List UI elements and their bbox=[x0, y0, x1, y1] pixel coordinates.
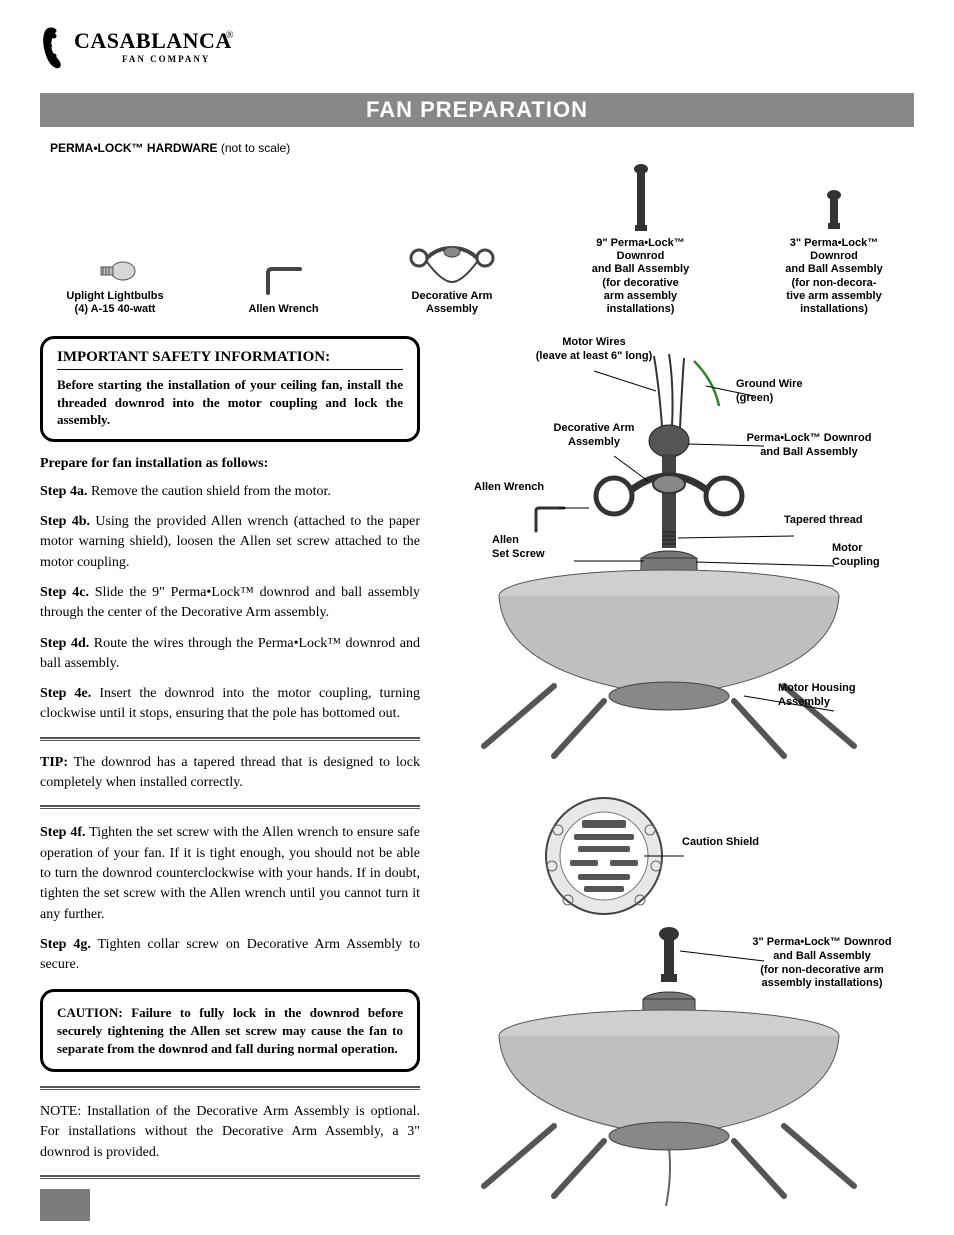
downrod-9-icon bbox=[571, 163, 711, 233]
divider bbox=[40, 737, 420, 741]
caution-body: CAUTION: Failure to fully lock in the do… bbox=[57, 1004, 403, 1057]
downrod-3-icon bbox=[764, 189, 904, 233]
hw-label: 3" Perma•Lock™ bbox=[764, 237, 904, 250]
hardware-item-lightbulb: Uplight Lightbulbs (4) A-15 40-watt bbox=[50, 234, 180, 316]
step-label: Step 4a. bbox=[40, 484, 87, 499]
hardware-header-note: (not to scale) bbox=[218, 141, 291, 155]
hw-label: Downrod bbox=[571, 250, 711, 263]
step-text: Remove the caution shield from the motor… bbox=[87, 484, 330, 499]
logo-sub: FAN COMPANY bbox=[122, 54, 210, 64]
step-text: Tighten the set screw with the Allen wre… bbox=[40, 825, 420, 921]
step-text: Insert the downrod into the motor coupli… bbox=[40, 686, 420, 721]
hardware-item-allen-wrench: Allen Wrench bbox=[234, 247, 334, 316]
step-label: Step 4g. bbox=[40, 937, 91, 952]
step-4g: Step 4g. Tighten collar screw on Decorat… bbox=[40, 935, 420, 976]
step-4f: Step 4f. Tighten the set screw with the … bbox=[40, 823, 420, 924]
safety-body: Before starting the installation of your… bbox=[57, 376, 403, 429]
hw-label: installations) bbox=[571, 303, 711, 316]
hw-label: Allen Wrench bbox=[234, 303, 334, 316]
assembly-diagram bbox=[444, 336, 904, 1216]
label-caution-shield: Caution Shield bbox=[682, 836, 802, 850]
hw-label: and Ball Assembly bbox=[764, 263, 904, 276]
section-title-bar: FAN PREPARATION bbox=[40, 93, 914, 127]
caution-label: CAUTION: bbox=[57, 1005, 123, 1020]
hw-label: and Ball Assembly bbox=[571, 263, 711, 276]
label-motor-wires: Motor Wires (leave at least 6" long) bbox=[514, 336, 674, 364]
label-downrod-3: 3" Perma•Lock™ Downrod and Ball Assembly… bbox=[732, 936, 912, 991]
hw-label: 9" Perma•Lock™ bbox=[571, 237, 711, 250]
step-text: Using the provided Allen wrench (attache… bbox=[40, 514, 420, 570]
company-logo: CASABLANCA ® FAN COMPANY bbox=[40, 20, 914, 81]
step-4e: Step 4e. Insert the downrod into the mot… bbox=[40, 684, 420, 725]
label-decorative-arm: Decorative Arm Assembly bbox=[534, 422, 654, 450]
hw-label: Uplight Lightbulbs bbox=[50, 290, 180, 303]
hardware-item-downrod-3: 3" Perma•Lock™ Downrod and Ball Assembly… bbox=[764, 189, 904, 316]
divider bbox=[40, 805, 420, 809]
allen-wrench-icon bbox=[234, 247, 334, 297]
hw-label: Assembly bbox=[387, 303, 517, 316]
tip-text: The downrod has a tapered thread that is… bbox=[40, 755, 420, 790]
hw-label: (4) A-15 40-watt bbox=[50, 303, 180, 316]
step-text: Slide the 9" Perma•Lock™ downrod and bal… bbox=[40, 585, 420, 620]
step-label: Step 4e. bbox=[40, 686, 91, 701]
hardware-header-bold: PERMA•LOCK™ HARDWARE bbox=[50, 141, 218, 155]
hw-label: (for decorative bbox=[571, 277, 711, 290]
tip-label: TIP: bbox=[40, 755, 68, 770]
step-label: Step 4d. bbox=[40, 636, 89, 651]
step-text: Tighten collar screw on Decorative Arm A… bbox=[40, 937, 420, 972]
hw-label: (for non-decora- bbox=[764, 277, 904, 290]
svg-text:®: ® bbox=[226, 30, 234, 41]
main-columns: IMPORTANT SAFETY INFORMATION: Before sta… bbox=[40, 336, 914, 1221]
safety-box: IMPORTANT SAFETY INFORMATION: Before sta… bbox=[40, 336, 420, 442]
step-label: Step 4b. bbox=[40, 514, 90, 529]
hw-label: arm assembly bbox=[571, 290, 711, 303]
hardware-row: Uplight Lightbulbs (4) A-15 40-watt Alle… bbox=[40, 163, 914, 316]
hw-label: installations) bbox=[764, 303, 904, 316]
lightbulb-icon bbox=[50, 234, 180, 284]
divider bbox=[40, 1086, 420, 1090]
step-label: Step 4f. bbox=[40, 825, 86, 840]
caution-box: CAUTION: Failure to fully lock in the do… bbox=[40, 989, 420, 1072]
label-motor-housing: Motor Housing Assembly bbox=[778, 682, 908, 710]
hardware-header: PERMA•LOCK™ HARDWARE (not to scale) bbox=[50, 141, 914, 155]
tip-block: TIP: The downrod has a tapered thread th… bbox=[40, 753, 420, 794]
left-column: IMPORTANT SAFETY INFORMATION: Before sta… bbox=[40, 336, 420, 1221]
divider bbox=[40, 1175, 420, 1179]
step-4b: Step 4b. Using the provided Allen wrench… bbox=[40, 512, 420, 573]
safety-title: IMPORTANT SAFETY INFORMATION: bbox=[57, 349, 403, 370]
label-tapered-thread: Tapered thread bbox=[784, 514, 904, 528]
hw-label: Downrod bbox=[764, 250, 904, 263]
step-label: Step 4c. bbox=[40, 585, 89, 600]
page-corner bbox=[40, 1189, 90, 1221]
prepare-header: Prepare for fan installation as follows: bbox=[40, 456, 420, 472]
logo-name: CASABLANCA bbox=[74, 28, 232, 53]
label-allen-wrench: Allen Wrench bbox=[474, 481, 574, 495]
hardware-item-decorative-arm: Decorative Arm Assembly bbox=[387, 234, 517, 316]
step-4c: Step 4c. Slide the 9" Perma•Lock™ downro… bbox=[40, 583, 420, 624]
hw-label: Decorative Arm bbox=[387, 290, 517, 303]
label-permalock-downrod: Perma•Lock™ Downrod and Ball Assembly bbox=[724, 432, 894, 460]
step-text: Route the wires through the Perma•Lock™ … bbox=[40, 636, 420, 671]
label-ground-wire: Ground Wire (green) bbox=[736, 378, 856, 406]
step-4d: Step 4d. Route the wires through the Per… bbox=[40, 634, 420, 675]
decorative-arm-icon bbox=[387, 234, 517, 284]
label-motor-coupling: Motor Coupling bbox=[832, 542, 902, 570]
right-column-diagram: Motor Wires (leave at least 6" long) Gro… bbox=[444, 336, 914, 1221]
step-4a: Step 4a. Remove the caution shield from … bbox=[40, 482, 420, 502]
note-block: NOTE: Installation of the Decorative Arm… bbox=[40, 1102, 420, 1163]
hw-label: tive arm assembly bbox=[764, 290, 904, 303]
hardware-item-downrod-9: 9" Perma•Lock™ Downrod and Ball Assembly… bbox=[571, 163, 711, 316]
label-allen-set-screw: Allen Set Screw bbox=[492, 534, 582, 562]
